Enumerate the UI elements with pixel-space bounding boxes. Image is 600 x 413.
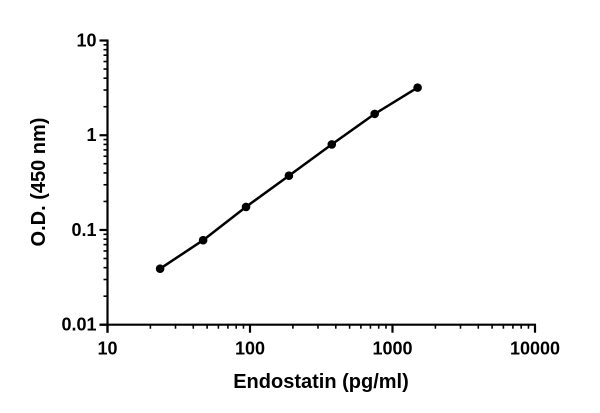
x-axis-title: Endostatin (pg/ml) <box>233 371 409 393</box>
axes <box>99 39 537 333</box>
data-point <box>327 140 337 149</box>
data-point <box>370 109 379 119</box>
x-tick-label: 10000 <box>510 339 560 359</box>
y-tick-label: 0.1 <box>71 220 96 240</box>
x-tick-label: 100 <box>235 339 265 359</box>
y-tick-label: 1 <box>86 125 96 145</box>
data-point <box>241 202 251 212</box>
x-tick-label: 1000 <box>372 339 412 359</box>
y-tick-label: 10 <box>76 31 96 51</box>
y-axis-title: O.D. (450 nm) <box>28 118 50 247</box>
y-tick-label: 0.01 <box>61 315 96 335</box>
x-tick-label: 10 <box>97 339 117 359</box>
tick-labels: 0.01 0.1 1 10 10 100 1000 10000 <box>61 31 560 359</box>
data-markers <box>155 83 422 274</box>
data-point <box>413 83 422 92</box>
data-point <box>155 264 165 274</box>
data-point <box>198 235 208 245</box>
data-point <box>284 171 294 180</box>
